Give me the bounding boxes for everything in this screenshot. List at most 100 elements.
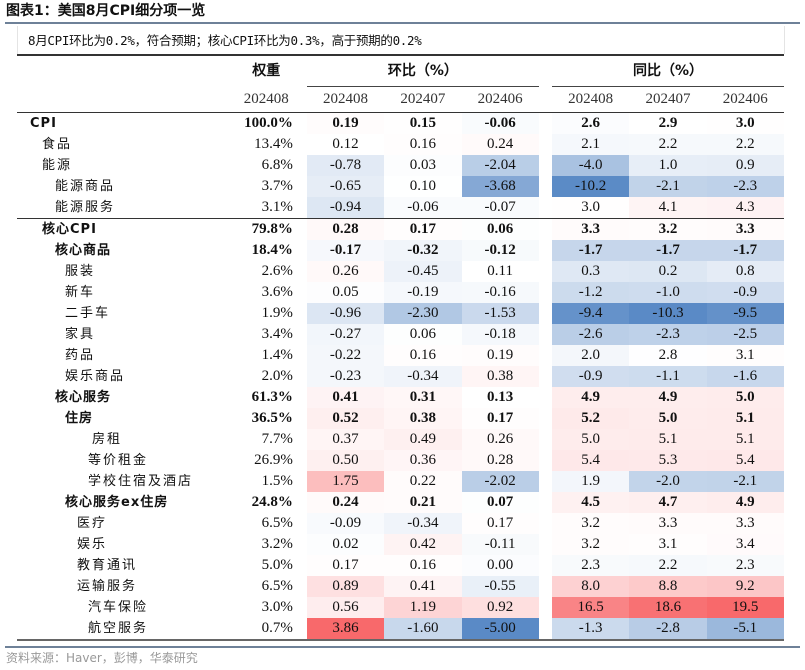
yoy-cell: -1.7 xyxy=(552,240,630,261)
weight-cell: 6.5% xyxy=(261,515,293,531)
mom-cell: -2.02 xyxy=(461,471,539,492)
yoy-cell: 3.1 xyxy=(706,345,784,366)
mom-cell: -0.96 xyxy=(306,303,385,324)
mom-cell: 0.10 xyxy=(384,176,462,197)
yoy-cell: 16.5 xyxy=(552,597,630,618)
yoy-cell: 2.9 xyxy=(629,112,707,134)
weight-cell: 36.5% xyxy=(251,410,293,426)
mom-cell: 0.37 xyxy=(306,429,385,450)
mom-cell: -3.68 xyxy=(461,176,539,197)
mom-cell: 0.41 xyxy=(384,576,462,597)
weight-cell: 3.6% xyxy=(261,284,293,300)
yoy-cell: -10.3 xyxy=(629,303,707,324)
header-blank xyxy=(17,56,226,87)
yoy-cell: 5.0 xyxy=(706,387,784,408)
mom-cell: 0.06 xyxy=(461,218,539,240)
yoy-cell: 4.7 xyxy=(629,492,707,513)
table-row: 能源商品 3.7% -0.65 0.10 -3.68 -10.2 -2.1 -2.3 xyxy=(17,176,784,197)
mom-cell: -2.04 xyxy=(461,155,539,176)
mom-cell: -0.16 xyxy=(461,282,539,303)
yoy-cell: 5.1 xyxy=(629,429,707,450)
yoy-cell: 0.2 xyxy=(629,261,707,282)
row-label: 娱乐 xyxy=(77,537,108,552)
subtitle: 8月CPI环比为0.2%，符合预期；核心CPI环比为0.3%，高于预期的0.2% xyxy=(28,33,422,48)
yoy-cell: -5.1 xyxy=(706,618,784,641)
yoy-cell: -10.2 xyxy=(552,176,630,197)
mom-cell: -0.17 xyxy=(306,240,385,261)
row-label: 医疗 xyxy=(77,516,108,531)
header-blank xyxy=(17,87,226,113)
mom-cell: 0.03 xyxy=(384,155,462,176)
table-row: 核心服务 61.3% 0.41 0.31 0.13 4.9 4.9 5.0 xyxy=(17,387,784,408)
weight-cell: 1.5% xyxy=(261,473,293,489)
table-row: 医疗 6.5% -0.09 -0.34 0.17 3.2 3.3 3.3 xyxy=(17,513,784,534)
mom-cell: 0.17 xyxy=(461,408,539,429)
mom-cell: -0.23 xyxy=(306,366,385,387)
mom-cell: 0.50 xyxy=(306,450,385,471)
yoy-cell: 5.3 xyxy=(629,450,707,471)
mom-cell: -0.94 xyxy=(306,197,385,219)
mom-cell: 0.92 xyxy=(461,597,539,618)
table-row: 核心商品 18.4% -0.17 -0.32 -0.12 -1.7 -1.7 -1.7 xyxy=(17,240,784,261)
weight-cell: 5.0% xyxy=(261,557,293,573)
yoy-cell: 5.4 xyxy=(706,450,784,471)
mom-cell: -0.19 xyxy=(384,282,462,303)
yoy-cell: 0.3 xyxy=(552,261,630,282)
mom-cell: -0.22 xyxy=(306,345,385,366)
mom-cell: 0.89 xyxy=(306,576,385,597)
weight-cell: 1.9% xyxy=(261,305,293,321)
mom-cell: -0.55 xyxy=(461,576,539,597)
table-row: 食品 13.4% 0.12 0.16 0.24 2.1 2.2 2.2 xyxy=(17,134,784,155)
mom-cell: -0.06 xyxy=(461,112,539,134)
header-mom-period: 202407 xyxy=(400,91,446,107)
weight-cell: 6.8% xyxy=(261,157,293,173)
row-label: 核心服务ex住房 xyxy=(65,495,169,510)
table-row: 房租 7.7% 0.37 0.49 0.26 5.0 5.1 5.1 xyxy=(17,429,784,450)
gap-cell xyxy=(539,324,552,345)
figure-title: 图表1：美国8月CPI细分项一览 xyxy=(6,3,206,19)
mom-cell: 0.19 xyxy=(461,345,539,366)
mom-cell: 0.31 xyxy=(384,387,462,408)
mom-cell: 0.17 xyxy=(306,555,385,576)
table-row: 二手车 1.9% -0.96 -2.30 -1.53 -9.4 -10.3 -9.5 xyxy=(17,303,784,324)
title-divider xyxy=(5,22,800,24)
yoy-cell: 4.3 xyxy=(706,197,784,219)
yoy-cell: -2.3 xyxy=(629,324,707,345)
table-row: 学校住宿及酒店 1.5% 1.75 0.22 -2.02 1.9 -2.0 -2.1 xyxy=(17,471,784,492)
yoy-cell: 5.1 xyxy=(706,408,784,429)
yoy-cell: 3.2 xyxy=(552,513,630,534)
header-yoy-period: 202406 xyxy=(722,91,768,107)
yoy-cell: 4.5 xyxy=(552,492,630,513)
mom-cell: 0.56 xyxy=(306,597,385,618)
yoy-cell: 0.9 xyxy=(706,155,784,176)
yoy-cell: 3.0 xyxy=(706,112,784,134)
mom-cell: -0.34 xyxy=(384,366,462,387)
gap-cell xyxy=(539,366,552,387)
mom-cell: 0.16 xyxy=(384,134,462,155)
row-label: 汽车保险 xyxy=(88,600,149,615)
yoy-cell: 2.6 xyxy=(552,112,630,134)
mom-cell: -5.00 xyxy=(461,618,539,641)
header-mom-period: 202406 xyxy=(477,91,523,107)
row-label: CPI xyxy=(30,116,57,131)
mom-cell: 0.12 xyxy=(306,134,385,155)
yoy-cell: 3.3 xyxy=(552,218,630,240)
mom-cell: 0.41 xyxy=(306,387,385,408)
mom-cell: -0.27 xyxy=(306,324,385,345)
gap-cell xyxy=(539,429,552,450)
table-row: 新车 3.6% 0.05 -0.19 -0.16 -1.2 -1.0 -0.9 xyxy=(17,282,784,303)
weight-cell: 0.7% xyxy=(225,618,307,641)
mom-cell: -0.12 xyxy=(461,240,539,261)
yoy-cell: 5.0 xyxy=(552,429,630,450)
mom-cell: -0.45 xyxy=(384,261,462,282)
mom-cell: -2.30 xyxy=(384,303,462,324)
yoy-cell: -1.6 xyxy=(706,366,784,387)
weight-cell: 3.7% xyxy=(261,178,293,194)
yoy-cell: 3.2 xyxy=(552,534,630,555)
yoy-cell: 8.8 xyxy=(629,576,707,597)
weight-cell: 1.4% xyxy=(261,347,293,363)
gap-cell xyxy=(539,492,552,513)
mom-cell: 0.36 xyxy=(384,450,462,471)
mom-cell: 1.19 xyxy=(384,597,462,618)
mom-cell: 0.13 xyxy=(461,387,539,408)
